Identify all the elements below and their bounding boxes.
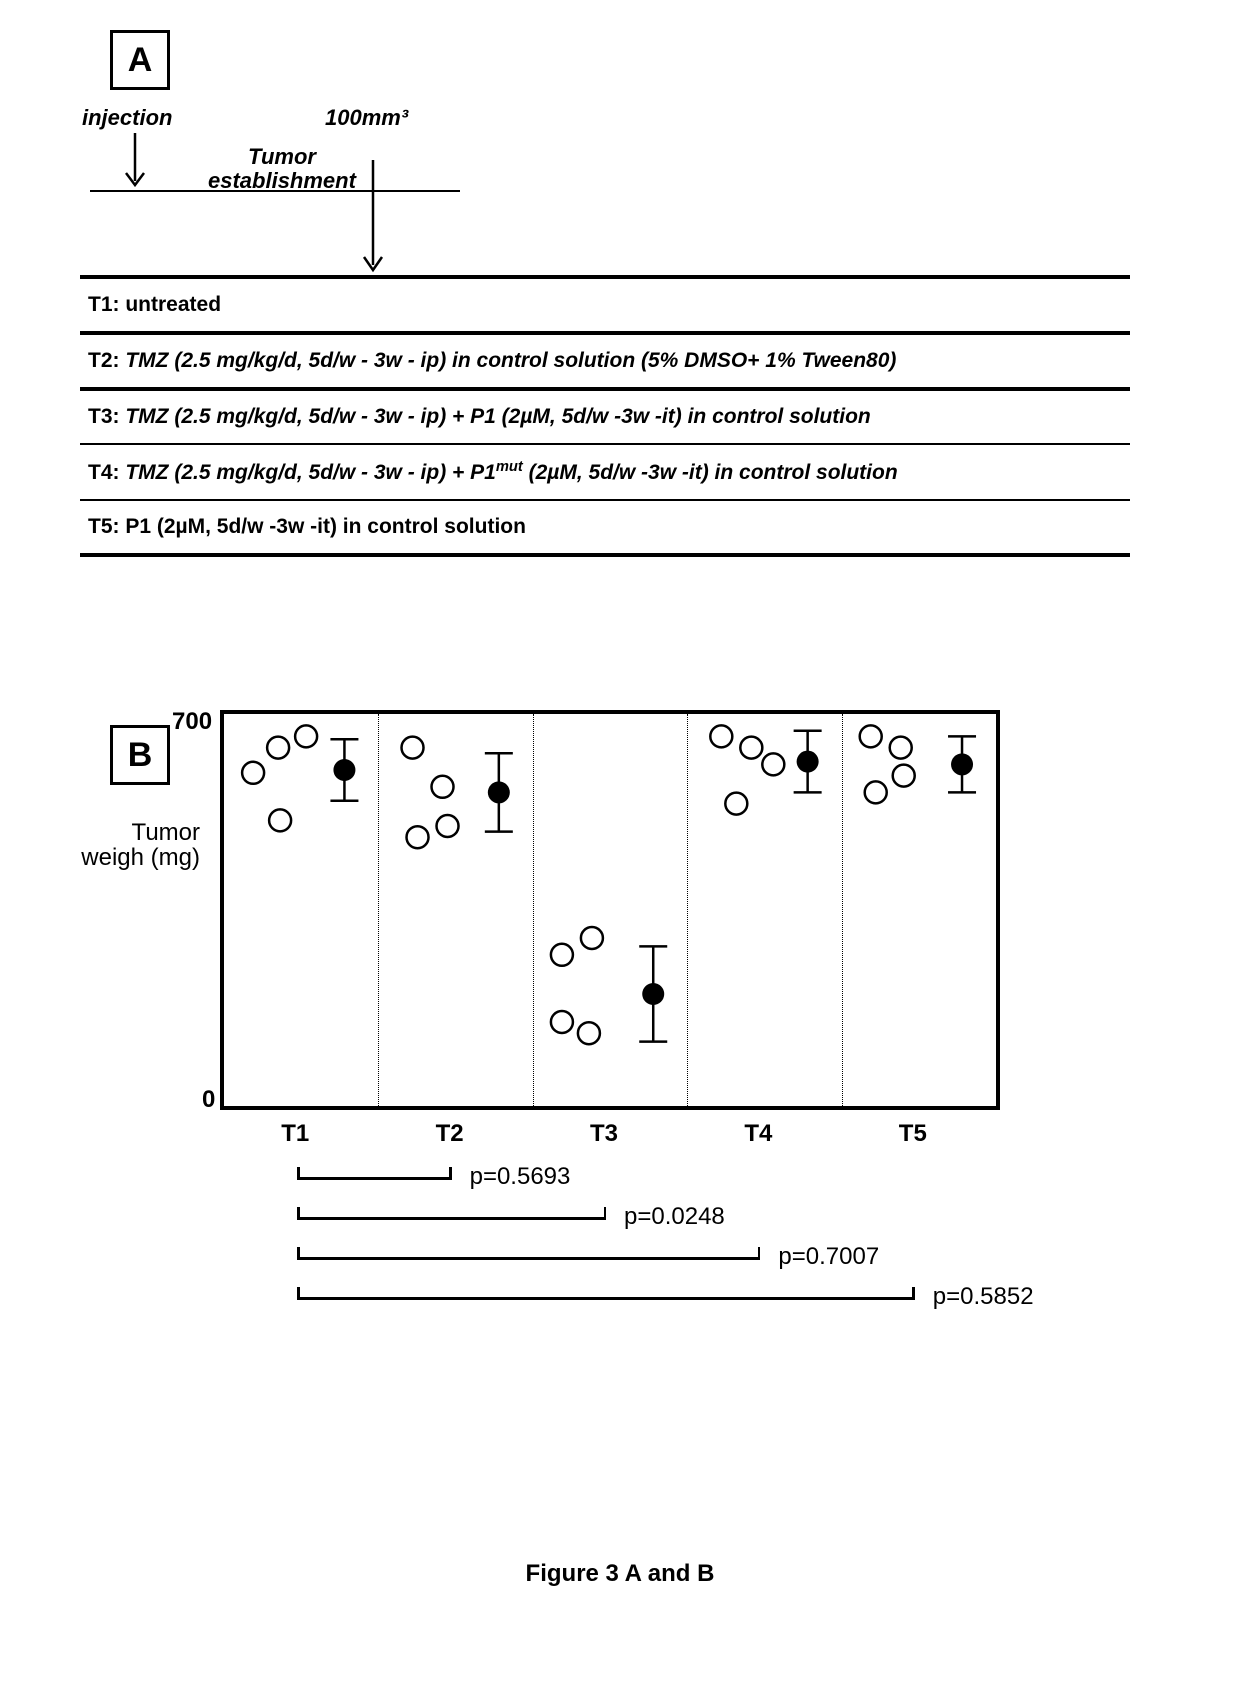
- panel-b-chart: 700 0 Tumor weigh (mg) T1T2T3T4T5 p=0.56…: [90, 710, 1140, 1110]
- treatment-sup: mut: [496, 459, 523, 475]
- treatment-key: T5: [88, 515, 113, 538]
- treatment-row-t3: T3: TMZ (2.5 mg/kg/d, 5d/w - 3w - ip) + …: [80, 391, 1130, 443]
- x-tick-label: T3: [590, 1120, 618, 1148]
- mean-marker: [797, 751, 819, 773]
- mean-marker: [488, 781, 510, 803]
- data-point: [242, 762, 264, 784]
- volume-arrow-icon: [358, 160, 388, 280]
- x-tick-label: T1: [281, 1120, 309, 1148]
- data-point: [295, 725, 317, 747]
- treatment-desc: untreated: [125, 293, 221, 316]
- treatment-key: T1: [88, 293, 113, 316]
- data-point: [267, 737, 289, 759]
- treatment-row-t4: T4: TMZ (2.5 mg/kg/d, 5d/w - 3w - ip) + …: [80, 445, 1130, 499]
- data-point: [740, 737, 762, 759]
- chart-svg: [224, 714, 996, 1106]
- data-point: [710, 725, 732, 747]
- treatment-desc: TMZ (2.5 mg/kg/d, 5d/w - 3w - ip) + P1 (…: [125, 405, 870, 428]
- data-point: [581, 927, 603, 949]
- y-axis-line1: Tumor: [132, 819, 200, 846]
- mean-marker: [951, 753, 973, 775]
- treatment-key: T3: [88, 405, 113, 428]
- tumor-establishment-label: Tumor establishment: [208, 145, 356, 193]
- volume-label: 100mm³: [325, 105, 408, 131]
- data-point: [269, 809, 291, 831]
- data-point: [551, 1011, 573, 1033]
- data-point: [437, 815, 459, 837]
- plot-box: [220, 710, 1000, 1110]
- p-value-label: p=0.0248: [624, 1203, 725, 1231]
- data-point: [893, 765, 915, 787]
- data-point: [578, 1022, 600, 1044]
- data-point: [432, 776, 454, 798]
- chart-wrap: T1T2T3T4T5: [220, 710, 1140, 1110]
- p-value-label: p=0.5693: [470, 1163, 571, 1191]
- p-value-label: p=0.7007: [778, 1243, 879, 1271]
- page-root: A injection 100mm³ Tumor establishment T…: [0, 0, 1240, 1689]
- x-tick-label: T5: [899, 1120, 927, 1148]
- data-point: [890, 737, 912, 759]
- data-point: [551, 944, 573, 966]
- data-point: [860, 725, 882, 747]
- data-point: [407, 826, 429, 848]
- tumor-line1: Tumor: [248, 144, 316, 169]
- injection-label: injection: [82, 105, 172, 131]
- data-point: [402, 737, 424, 759]
- panel-a-timeline: injection 100mm³ Tumor establishment: [90, 40, 890, 270]
- y-max-tick: 700: [172, 708, 212, 736]
- injection-arrow-icon: [120, 133, 150, 193]
- treatment-row-t5: T5: P1 (2µM, 5d/w -3w -it) in control so…: [80, 501, 1130, 553]
- data-point: [762, 753, 784, 775]
- treatment-row-t1: T1: untreated: [80, 279, 1130, 331]
- treatment-desc: TMZ (2.5 mg/kg/d, 5d/w - 3w - ip) + P1: [125, 461, 495, 484]
- mean-marker: [333, 759, 355, 781]
- y-axis-line2: weigh (mg): [81, 844, 200, 871]
- p-value-label: p=0.5852: [933, 1283, 1034, 1311]
- treatment-key: T4: [88, 461, 113, 484]
- treatment-desc2: (2µM, 5d/w -3w -it) in control solution: [523, 461, 898, 484]
- y-axis-label: Tumor weigh (mg): [60, 820, 200, 870]
- data-point: [725, 793, 747, 815]
- mean-marker: [642, 983, 664, 1005]
- treatments-list: T1: untreated T2: TMZ (2.5 mg/kg/d, 5d/w…: [80, 275, 1130, 557]
- rule-bottom: [80, 553, 1130, 557]
- figure-caption: Figure 3 A and B: [0, 1560, 1240, 1588]
- treatment-key: T2: [88, 349, 113, 372]
- data-point: [865, 781, 887, 803]
- treatment-desc: TMZ (2.5 mg/kg/d, 5d/w - 3w - ip) in con…: [125, 349, 896, 372]
- treatment-desc: P1 (2µM, 5d/w -3w -it) in control soluti…: [125, 515, 526, 538]
- x-tick-label: T4: [744, 1120, 772, 1148]
- x-tick-label: T2: [436, 1120, 464, 1148]
- y-min-tick: 0: [202, 1086, 215, 1114]
- treatment-row-t2: T2: TMZ (2.5 mg/kg/d, 5d/w - 3w - ip) in…: [80, 335, 1130, 387]
